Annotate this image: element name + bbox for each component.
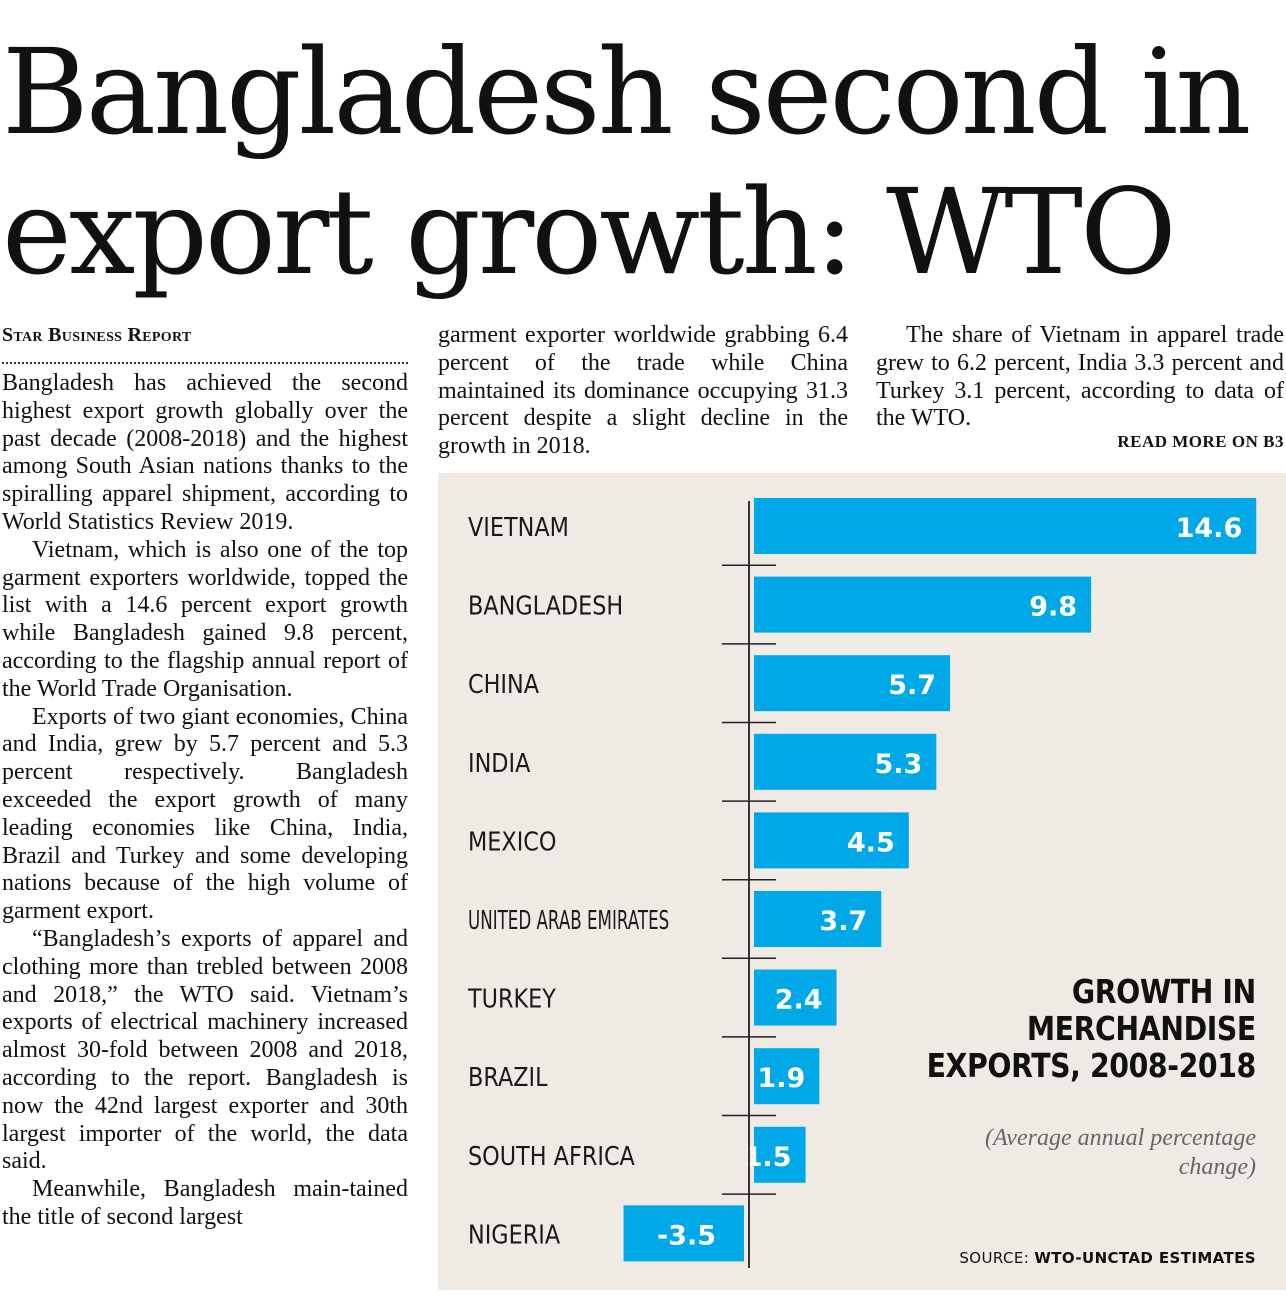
category-label: VIETNAM (468, 511, 569, 542)
byline: Star Business Report (2, 324, 192, 346)
article-column-3: The share of Vietnam in apparel trade gr… (876, 322, 1284, 433)
bar-vietnam (754, 498, 1257, 554)
read-more-link[interactable]: READ MORE ON B3 (1117, 432, 1284, 451)
paragraph: Exports of two giant economies, China an… (2, 703, 408, 925)
value-label: 2.4 (775, 985, 823, 1016)
source-value: WTO-UNCTAD ESTIMATES (1034, 1249, 1256, 1267)
bar-mexico (754, 812, 909, 869)
category-label: UNITED ARAB EMIRATES (468, 904, 669, 935)
source-label: SOURCE: (959, 1249, 1030, 1267)
paragraph: The share of Vietnam in apparel trade gr… (876, 322, 1284, 432)
bar-turkey (754, 969, 837, 1026)
value-label: 9.8 (1029, 592, 1077, 623)
article-column-2: garment exporter worldwide grabbing 6.4 … (438, 322, 848, 461)
value-label: 5.3 (874, 749, 922, 780)
category-label: BANGLADESH (468, 590, 623, 621)
value-label: 1.5 (744, 1142, 792, 1173)
category-label: INDIA (468, 747, 531, 778)
headline: Bangladesh second in export growth: WTO (2, 22, 1284, 302)
chart-panel: VIETNAM 14.6 BANGLADESH 9.8 CHINA 5.7 INDIA 5.3… (438, 473, 1286, 1290)
bar-south-africa (754, 1126, 806, 1183)
value-label: -3.5 (657, 1220, 716, 1251)
byline-divider (2, 356, 408, 364)
chart-title: GROWTH IN MERCHANDISE EXPORTS, 2008-2018 (926, 972, 1257, 1085)
value-label: 3.7 (819, 906, 867, 937)
value-label: 14.6 (1176, 513, 1243, 544)
value-label: 5.7 (888, 670, 936, 701)
category-label: BRAZIL (468, 1062, 548, 1093)
headline-line-1: Bangladesh second in (2, 23, 1251, 161)
bar-united-arab-emirates (754, 891, 882, 947)
bar-nigeria (623, 1205, 744, 1262)
paragraph: “Bangladesh’s exports of apparel and clo… (2, 925, 408, 1175)
article-column-1: Star Business Report Bangladesh has achi… (2, 322, 408, 1232)
bar-china (754, 655, 951, 712)
category-label: TURKEY (467, 983, 556, 1014)
value-label: 1.9 (758, 1063, 806, 1094)
category-label: CHINA (468, 669, 539, 700)
chart-source: SOURCE: WTO-UNCTAD ESTIMATES (959, 1249, 1256, 1267)
value-label: 4.5 (847, 827, 895, 858)
headline-line-2: export growth: WTO (2, 163, 1177, 301)
paragraph: Vietnam, which is also one of the top ga… (2, 536, 408, 702)
category-label: SOUTH AFRICA (468, 1140, 635, 1171)
bar-chart: VIETNAM 14.6 BANGLADESH 9.8 CHINA 5.7 INDIA 5.3… (467, 498, 1257, 1268)
bar-india (754, 733, 937, 790)
chart-subtitle: (Average annual percentage change) (984, 1125, 1256, 1180)
bar-brazil (754, 1048, 820, 1105)
paragraph: Bangladesh has achieved the second highe… (2, 370, 408, 535)
category-label: NIGERIA (468, 1219, 561, 1250)
category-label: MEXICO (468, 826, 556, 857)
paragraph: garment exporter worldwide grabbing 6.4 … (438, 322, 848, 460)
bar-bangladesh (754, 576, 1092, 633)
paragraph: Meanwhile, Bangladesh main-tained the ti… (2, 1176, 408, 1230)
